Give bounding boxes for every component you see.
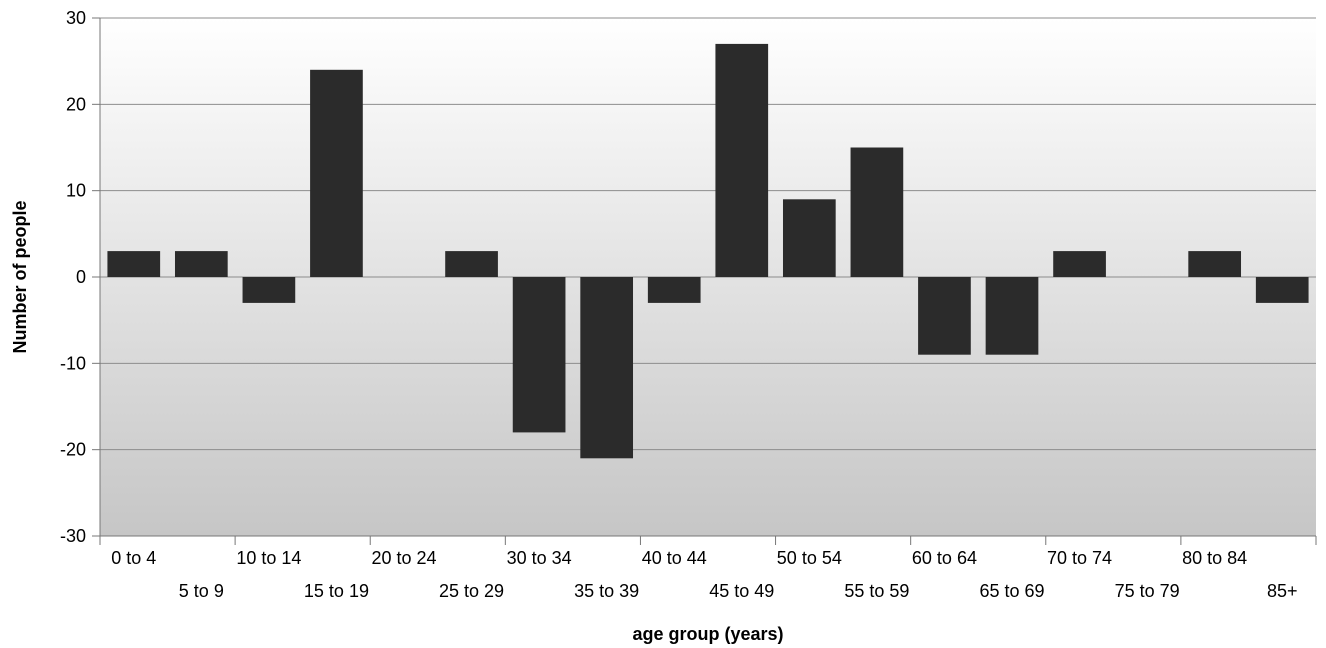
y-tick-labels: -30 -20 -10 0 10 20 30 — [60, 8, 86, 546]
bar-65-to-69 — [985, 277, 1039, 355]
x-tick-label: 65 to 69 — [979, 581, 1044, 601]
x-tick-label: 15 to 19 — [304, 581, 369, 601]
y-tick-label: -30 — [60, 526, 86, 546]
x-tick-label: 25 to 29 — [439, 581, 504, 601]
bar-70-to-74 — [1053, 251, 1106, 277]
x-tick-label: 70 to 74 — [1047, 548, 1112, 568]
x-tick-label: 85+ — [1267, 581, 1298, 601]
axes — [92, 17, 1317, 545]
y-tick-label: -10 — [60, 353, 86, 373]
x-tick-label: 80 to 84 — [1182, 548, 1247, 568]
bar-30-to-34 — [512, 277, 566, 433]
bar-0-to-4 — [107, 251, 161, 277]
bar-25-to-29 — [445, 251, 498, 277]
x-tick-label: 40 to 44 — [642, 548, 707, 568]
x-tick-label: 50 to 54 — [777, 548, 842, 568]
bar-35-to-39 — [580, 277, 634, 459]
x-tick-label: 35 to 39 — [574, 581, 639, 601]
y-tick-label: 30 — [66, 8, 86, 28]
y-axis-title: Number of people — [10, 200, 30, 353]
x-tick-label: 0 to 4 — [111, 548, 156, 568]
bar-15-to-19 — [310, 69, 363, 277]
bar-60-to-64 — [918, 277, 971, 355]
y-tick-label: 10 — [66, 181, 86, 201]
bar-85- — [1255, 277, 1309, 303]
y-tick-label: 20 — [66, 94, 86, 114]
bar-50-to-54 — [782, 199, 836, 277]
x-tick-label: 55 to 59 — [844, 581, 909, 601]
y-tick-label: -20 — [60, 440, 86, 460]
bar-40-to-44 — [647, 277, 701, 303]
y-tick-label: 0 — [76, 267, 86, 287]
x-tick-label: 5 to 9 — [179, 581, 224, 601]
bar-5-to-9 — [174, 251, 228, 277]
bars — [107, 43, 1309, 459]
bar-55-to-59 — [850, 147, 904, 277]
bar-10-to-14 — [242, 277, 296, 303]
x-tick-label: 60 to 64 — [912, 548, 977, 568]
x-tick-label: 10 to 14 — [236, 548, 301, 568]
bar-45-to-49 — [715, 43, 769, 278]
x-tick-label: 75 to 79 — [1115, 581, 1180, 601]
x-tick-label: 45 to 49 — [709, 581, 774, 601]
bar-80-to-84 — [1188, 251, 1242, 277]
x-tick-label: 30 to 34 — [507, 548, 572, 568]
x-tick-label: 20 to 24 — [371, 548, 436, 568]
x-axis-title: age group (years) — [632, 624, 783, 644]
